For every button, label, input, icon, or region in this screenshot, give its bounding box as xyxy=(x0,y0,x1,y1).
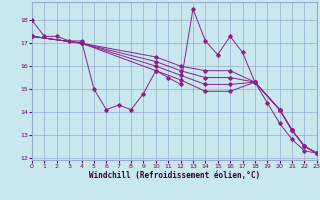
X-axis label: Windchill (Refroidissement éolien,°C): Windchill (Refroidissement éolien,°C) xyxy=(89,171,260,180)
